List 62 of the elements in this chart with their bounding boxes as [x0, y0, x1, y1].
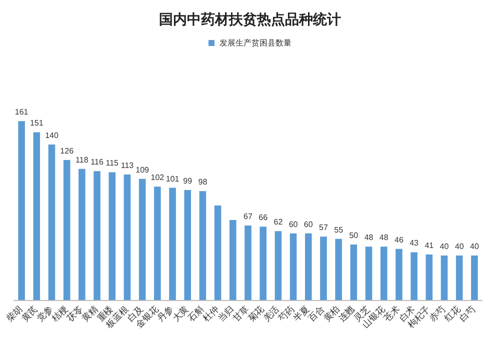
bar	[304, 233, 312, 300]
data-label: 40	[440, 242, 450, 252]
data-label: 109	[136, 165, 150, 174]
bar	[184, 190, 192, 300]
bar	[471, 256, 478, 300]
data-label: 126	[60, 146, 74, 156]
bar	[18, 121, 25, 300]
data-label: 67	[244, 212, 253, 222]
bar	[365, 246, 372, 300]
data-label: 46	[394, 235, 404, 244]
bar	[426, 254, 433, 300]
bar	[154, 186, 161, 300]
bar	[63, 160, 70, 300]
data-label: 118	[76, 155, 89, 164]
bar	[320, 236, 327, 300]
bar	[124, 174, 131, 300]
data-label: 113	[120, 160, 134, 170]
bar	[456, 256, 463, 300]
bar	[214, 206, 222, 300]
bar	[440, 256, 448, 300]
data-label: 60	[288, 220, 298, 229]
data-label: 151	[30, 118, 44, 128]
data-label: 55	[334, 225, 344, 234]
bar	[335, 238, 342, 300]
data-label: 98	[198, 178, 208, 187]
bar	[274, 231, 282, 300]
data-label: 48	[379, 233, 389, 242]
bar	[48, 144, 56, 300]
legend-label: 发展生产贫困县数量	[220, 38, 292, 48]
bar	[380, 246, 388, 300]
bar	[169, 188, 176, 300]
bar	[94, 171, 100, 300]
data-label: 62	[274, 218, 284, 227]
data-label: 50	[349, 230, 359, 240]
data-label: 41	[424, 240, 434, 250]
data-label: 60	[304, 220, 314, 229]
bar	[350, 244, 358, 300]
data-label: 140	[45, 130, 59, 140]
bar	[244, 226, 252, 300]
data-label: 116	[90, 158, 104, 167]
data-label: 102	[150, 173, 165, 182]
data-label: 161	[14, 108, 29, 117]
data-label: 115	[106, 158, 120, 168]
data-label: 43	[410, 238, 420, 248]
data-label: 48	[364, 233, 374, 242]
data-label: 101	[166, 174, 180, 184]
bar	[33, 132, 40, 300]
bar	[138, 178, 146, 300]
data-label: 99	[183, 176, 193, 186]
bar	[260, 226, 266, 300]
data-label: 57	[319, 223, 328, 232]
bar	[410, 252, 418, 300]
data-label: 66	[258, 213, 268, 222]
data-label: 40	[454, 242, 464, 252]
bar	[396, 248, 402, 300]
bar	[230, 220, 236, 300]
bar	[78, 168, 86, 300]
bar	[290, 233, 297, 300]
bar	[108, 172, 116, 300]
data-label: 40	[470, 242, 480, 252]
chart-title: 国内中药材扶贫热点品种统计	[159, 11, 341, 28]
bar	[199, 191, 206, 300]
